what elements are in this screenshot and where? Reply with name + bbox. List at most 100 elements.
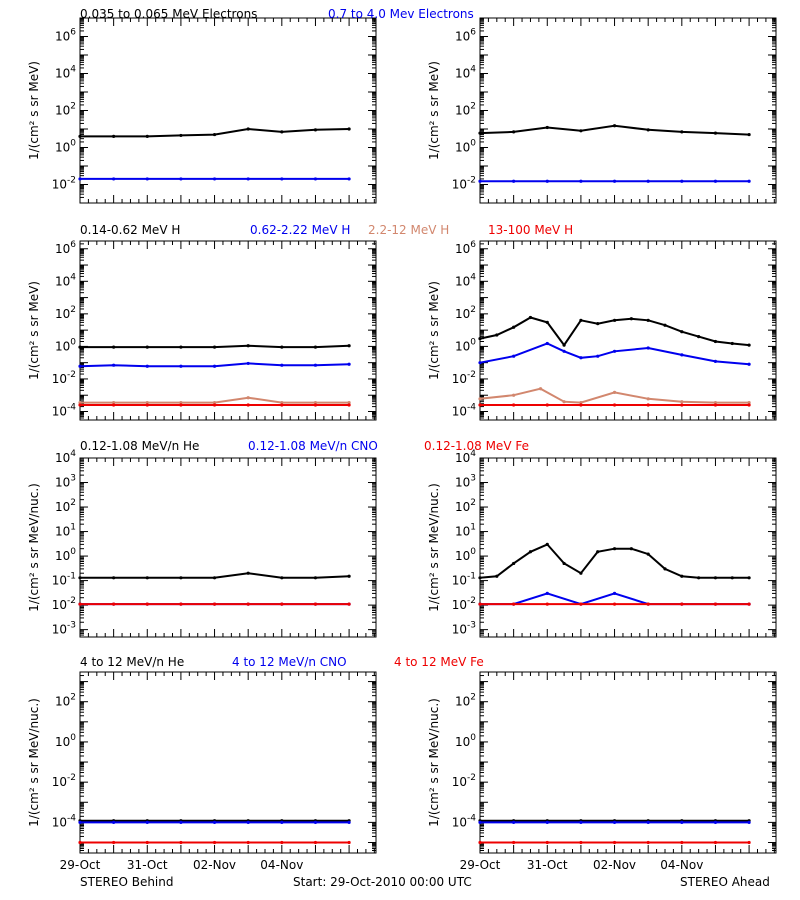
data-point — [246, 344, 250, 348]
y-tick-label: 102 — [55, 498, 76, 514]
data-point — [612, 602, 617, 606]
data-point — [78, 134, 82, 138]
y-tick-label: 102 — [455, 498, 476, 514]
y-tick-label: 104 — [455, 65, 476, 81]
series-0 — [78, 127, 351, 138]
data-point — [713, 359, 718, 363]
data-point — [713, 403, 718, 407]
data-point — [680, 130, 684, 134]
data-point — [478, 820, 482, 824]
panel-heavy-low-behind: 104 103 102 101 100 10-1 10-2 10-3 1/(cm² s sr M… — [27, 449, 377, 638]
data-point — [313, 602, 318, 606]
y-tick-label: 100 — [55, 337, 76, 353]
y-tick-label: 100 — [55, 547, 76, 563]
data-point — [747, 576, 751, 580]
data-point — [246, 602, 250, 606]
y-tick-label: 10-4 — [452, 813, 477, 829]
y-axis-label: 1/(cm² s sr MeV/nuc.) — [27, 483, 41, 612]
data-point — [680, 574, 684, 578]
y-tick-label: 102 — [55, 102, 76, 118]
data-point — [212, 132, 217, 137]
y-tick-label: 104 — [55, 449, 76, 465]
plot-frame — [79, 457, 377, 638]
data-point — [579, 179, 583, 183]
y-tick-label: 104 — [55, 65, 76, 81]
data-point — [747, 602, 751, 606]
data-point — [145, 403, 149, 407]
data-point — [212, 403, 217, 407]
data-point — [562, 349, 566, 353]
data-point — [347, 403, 351, 407]
data-point — [680, 330, 684, 334]
x-tick-label: 31-Oct — [527, 858, 568, 872]
data-point — [747, 401, 751, 405]
data-point — [747, 840, 751, 845]
y-tick-label: 100 — [455, 139, 476, 155]
data-point — [78, 177, 82, 181]
data-point — [545, 403, 549, 407]
data-point — [78, 576, 82, 580]
y-tick-label: 10-2 — [452, 773, 476, 789]
panel-heavy-high-ahead: 29-Oct 31-Oct 02-Nov 04-Nov 102 100 10-2 10-4 1/… — [427, 671, 777, 872]
legend-heavy-low-0: 0.12-1.08 MeV/n He — [80, 439, 199, 453]
data-point — [347, 177, 351, 181]
data-point — [512, 820, 516, 824]
data-point — [612, 840, 617, 845]
data-point — [212, 602, 217, 606]
data-point — [512, 325, 516, 329]
y-tick-label: 102 — [55, 305, 76, 321]
data-point — [212, 820, 217, 824]
data-point — [512, 179, 516, 183]
data-point — [478, 361, 482, 365]
data-point — [579, 820, 583, 824]
data-point — [145, 134, 149, 138]
data-point — [478, 131, 482, 135]
data-point — [545, 320, 549, 324]
y-tick-label: 100 — [455, 547, 476, 563]
series-1 — [78, 177, 351, 181]
plot-frame — [479, 17, 777, 204]
data-point — [478, 179, 482, 183]
y-tick-label: 104 — [455, 449, 476, 465]
data-point — [579, 129, 583, 133]
data-point — [680, 179, 684, 183]
data-point — [663, 567, 667, 571]
data-point — [713, 602, 718, 606]
data-point — [596, 354, 600, 358]
y-tick-label: 10-1 — [452, 572, 476, 588]
data-point — [512, 130, 516, 134]
data-point — [112, 401, 116, 405]
data-point — [179, 840, 183, 845]
data-point — [280, 130, 284, 134]
data-point — [145, 602, 149, 606]
x-tick-label: 02-Nov — [193, 858, 236, 872]
y-tick-label: 10-4 — [452, 402, 477, 418]
data-point — [78, 403, 82, 407]
data-point — [646, 552, 650, 556]
data-point — [246, 403, 250, 407]
y-tick-label: 100 — [55, 733, 76, 749]
footer-left: STEREO Behind — [80, 875, 174, 889]
data-point — [212, 576, 217, 580]
data-point — [478, 602, 482, 606]
y-tick-label: 10-4 — [52, 813, 77, 829]
legend-protons-2: 2.2-12 MeV H — [368, 223, 449, 237]
series-0 — [478, 124, 751, 137]
data-point — [512, 354, 516, 358]
legend-heavy-high-2: 4 to 12 MeV Fe — [394, 655, 484, 669]
data-point — [145, 820, 149, 824]
row-headings: 0.035 to 0.065 MeV Electrons 0.7 to 4.0 M… — [80, 7, 573, 669]
x-tick-label: 29-Oct — [60, 858, 101, 872]
data-point — [313, 576, 318, 580]
data-point — [347, 401, 351, 405]
legend-heavy-low-1: 0.12-1.08 MeV/n CNO — [248, 439, 378, 453]
data-point — [663, 323, 667, 327]
data-point — [313, 403, 318, 407]
data-point — [347, 602, 351, 606]
data-point — [212, 345, 217, 349]
data-point — [579, 356, 583, 360]
data-point — [179, 345, 183, 349]
data-point — [347, 362, 351, 366]
plot-frame — [79, 671, 377, 854]
